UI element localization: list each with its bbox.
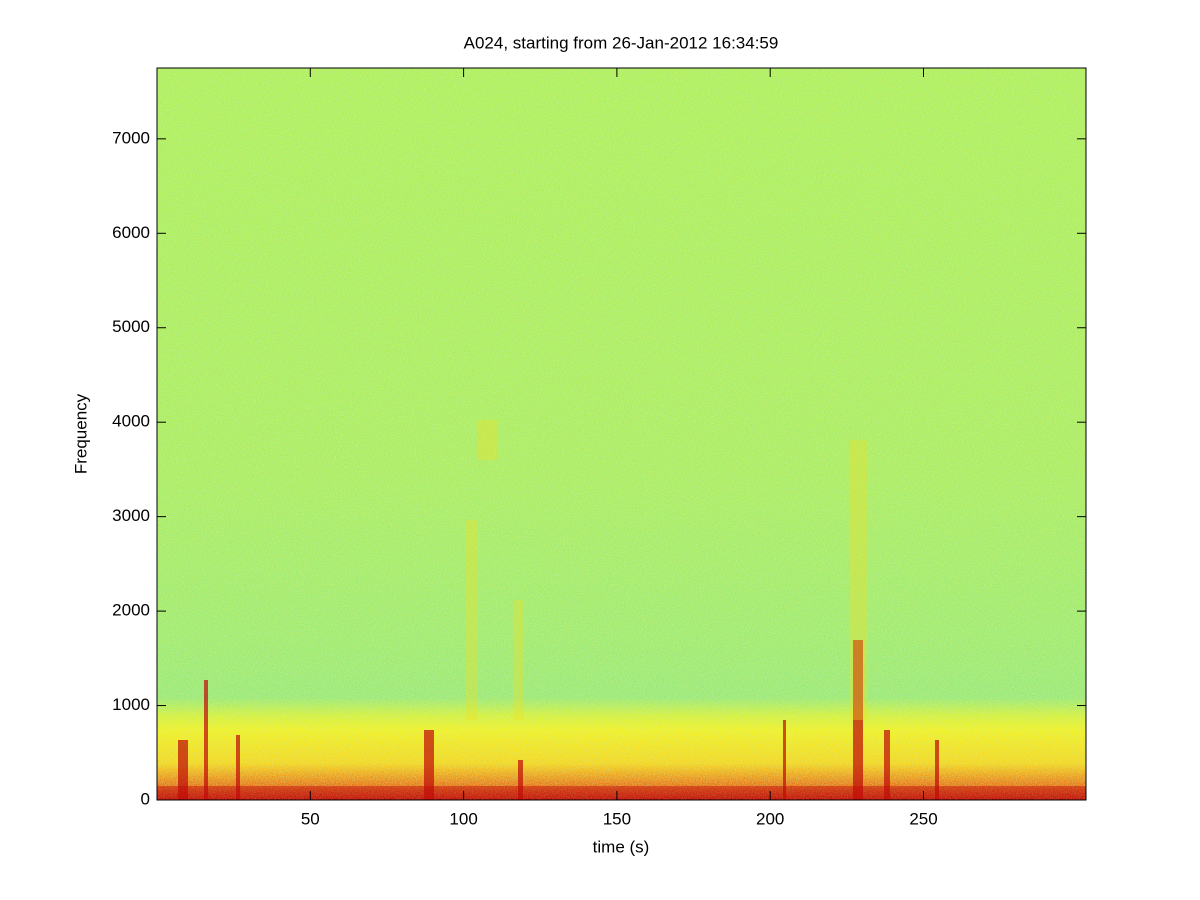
y-tick-label: 0 [141, 789, 150, 808]
x-tick-label: 100 [449, 809, 477, 828]
y-tick-label: 1000 [112, 695, 150, 714]
x-tick-label: 200 [756, 809, 784, 828]
x-tick-label: 50 [301, 809, 320, 828]
x-tick-label: 150 [603, 809, 631, 828]
x-axis-label: time (s) [593, 837, 650, 856]
plot-frame [156, 67, 1087, 801]
y-axis-label: Frequency [71, 393, 90, 474]
y-tick-label: 6000 [112, 223, 150, 242]
chart-title: A024, starting from 26-Jan-2012 16:34:59 [464, 33, 779, 52]
spectrogram-image [157, 68, 1086, 800]
y-tick-label: 3000 [112, 506, 150, 525]
x-tick-label: 250 [909, 809, 937, 828]
y-tick-label: 7000 [112, 128, 150, 147]
y-tick-label: 5000 [112, 317, 150, 336]
y-tick-label: 4000 [112, 412, 150, 431]
y-tick-label: 2000 [112, 601, 150, 620]
